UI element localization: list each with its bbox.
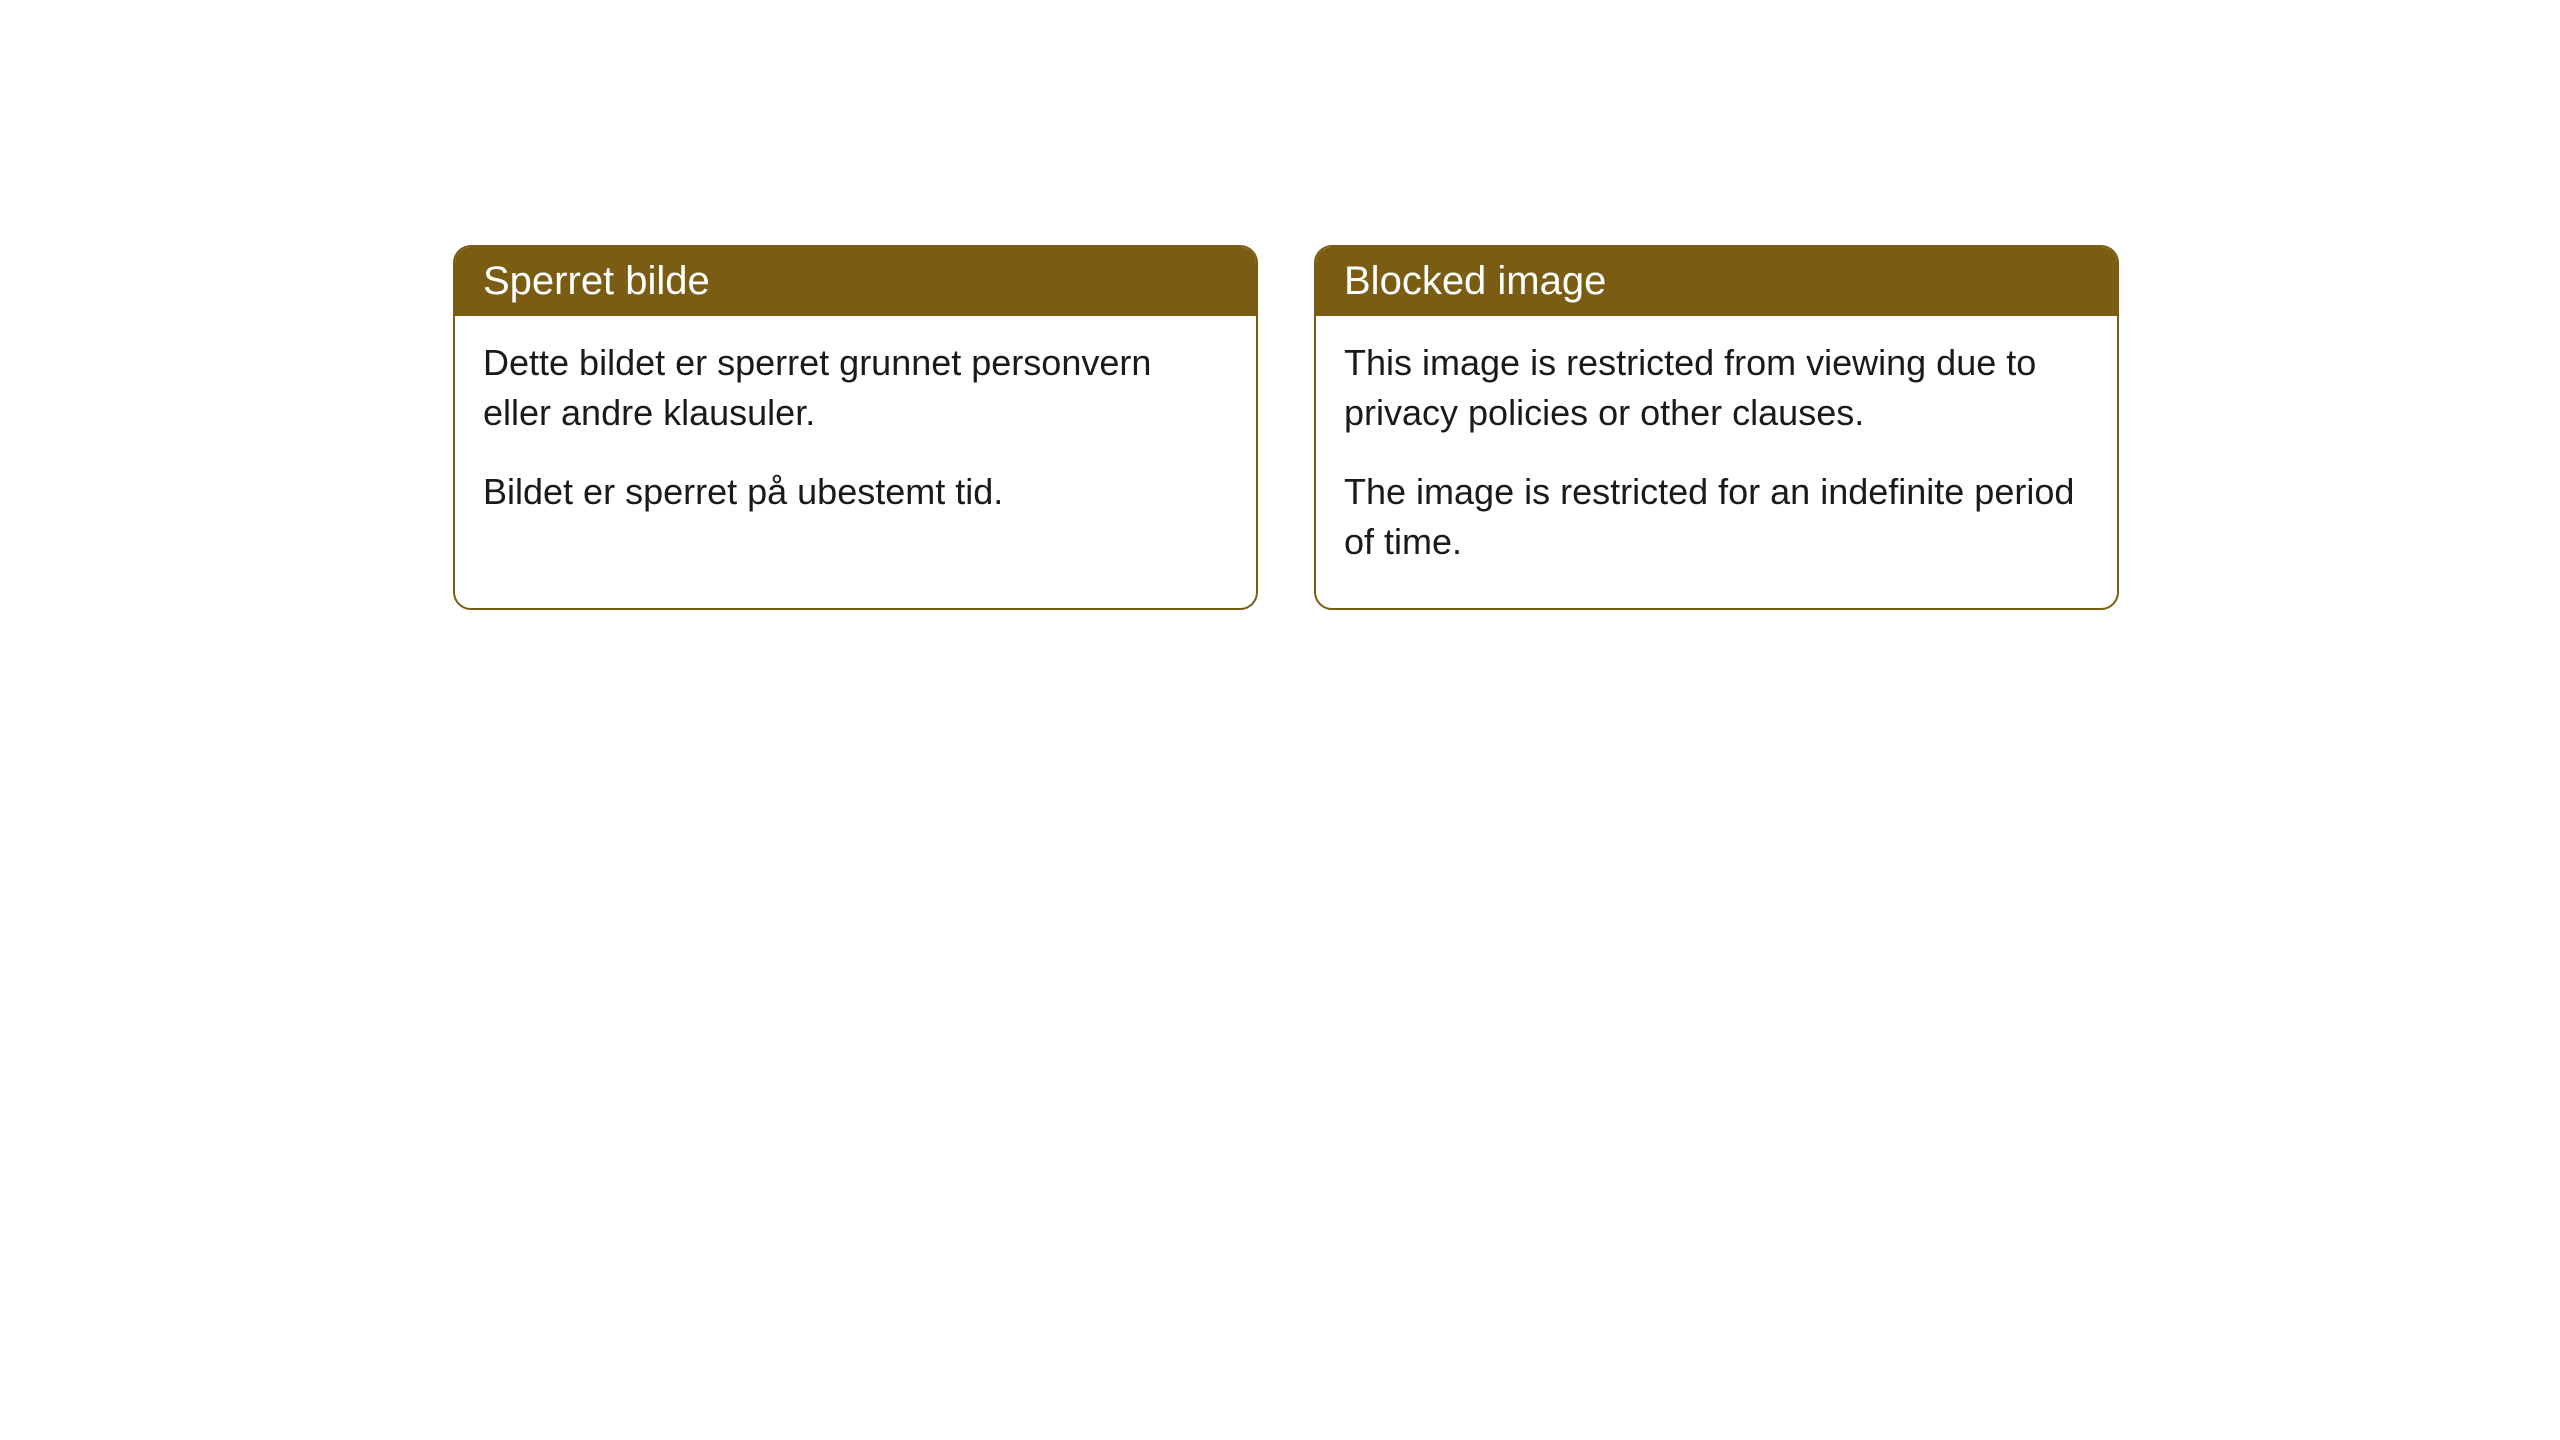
notice-body-english: This image is restricted from viewing du…: [1316, 316, 2117, 608]
notice-body-norwegian: Dette bildet er sperret grunnet personve…: [455, 316, 1256, 557]
notice-paragraph-2-english: The image is restricted for an indefinit…: [1344, 467, 2089, 568]
notice-paragraph-1-english: This image is restricted from viewing du…: [1344, 338, 2089, 439]
notice-card-english: Blocked image This image is restricted f…: [1314, 245, 2119, 610]
notice-title-english: Blocked image: [1344, 259, 1606, 303]
notice-title-norwegian: Sperret bilde: [483, 259, 710, 303]
notice-header-english: Blocked image: [1316, 247, 2117, 316]
notice-paragraph-1-norwegian: Dette bildet er sperret grunnet personve…: [483, 338, 1228, 439]
notice-container: Sperret bilde Dette bildet er sperret gr…: [453, 245, 2560, 610]
notice-paragraph-2-norwegian: Bildet er sperret på ubestemt tid.: [483, 467, 1228, 517]
notice-card-norwegian: Sperret bilde Dette bildet er sperret gr…: [453, 245, 1258, 610]
notice-header-norwegian: Sperret bilde: [455, 247, 1256, 316]
